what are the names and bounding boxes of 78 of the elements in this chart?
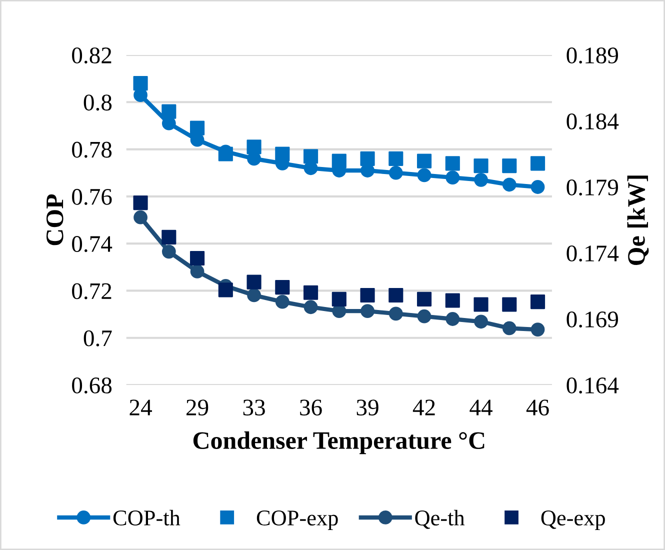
y2-tick-label: 0.184 — [566, 113, 619, 130]
legend-label: Qe-th — [415, 510, 465, 529]
y2-tick-label: 0.189 — [566, 47, 618, 64]
y2-tick-label: 0.169 — [566, 311, 618, 328]
point — [134, 210, 148, 224]
y-tick-label: 0.78 — [72, 142, 112, 158]
point — [162, 244, 176, 259]
y2-axis-title: Qe [kW] — [627, 176, 649, 265]
point — [417, 309, 432, 324]
point — [445, 156, 460, 171]
point — [474, 297, 488, 312]
point — [530, 322, 545, 337]
point — [246, 274, 262, 290]
point — [332, 292, 346, 306]
point — [530, 294, 546, 310]
point — [502, 297, 517, 312]
point — [530, 180, 545, 194]
point — [474, 314, 488, 329]
y-tick-label: 0.76 — [72, 188, 112, 205]
y-tick-label: 0.72 — [72, 283, 112, 300]
point — [388, 166, 403, 180]
y2-tick-label: 0.164 — [566, 377, 619, 394]
point — [303, 149, 318, 164]
point — [416, 292, 432, 306]
point — [474, 158, 488, 174]
y-tick-label: 0.8 — [84, 94, 112, 111]
y-axis-title: COP — [46, 194, 64, 246]
point — [246, 140, 262, 154]
y2-tick-label: 0.174 — [566, 245, 619, 262]
point — [417, 168, 432, 182]
point — [416, 154, 432, 168]
y-tick-label: 0.7 — [84, 330, 112, 346]
point — [446, 170, 460, 185]
point — [332, 154, 346, 168]
point — [360, 304, 374, 318]
point — [162, 104, 176, 119]
legend-label: COP-th — [113, 510, 180, 526]
point — [218, 146, 233, 162]
point — [388, 151, 404, 166]
point — [360, 288, 375, 303]
point — [275, 280, 290, 295]
point — [445, 293, 460, 308]
x-tick-label: 24 — [130, 400, 152, 416]
x-tick-label: 33 — [243, 400, 265, 416]
point — [388, 306, 403, 321]
point — [360, 151, 375, 166]
x-axis-title: Condenser Temperature °C — [193, 431, 484, 454]
x-tick-label: 42 — [412, 400, 435, 416]
x-tick-label: 44 — [470, 400, 492, 416]
point — [190, 120, 205, 136]
y2-tick-label: 0.179 — [566, 179, 618, 196]
x-tick-label: 29 — [186, 400, 208, 416]
x-tick-label: 36 — [300, 400, 322, 416]
x-tick-label: 46 — [526, 400, 549, 416]
point — [502, 178, 516, 192]
point — [133, 76, 148, 91]
y-tick-label: 0.68 — [72, 377, 112, 394]
point — [247, 288, 261, 302]
x-tick-label: 39 — [356, 400, 378, 416]
point — [502, 158, 517, 174]
legend-label: Qe-exp — [541, 510, 605, 530]
point — [133, 196, 148, 210]
point — [388, 288, 404, 303]
y-tick-label: 0.74 — [72, 236, 112, 252]
point — [304, 300, 318, 314]
point — [275, 146, 290, 162]
point — [474, 172, 488, 187]
point — [530, 156, 546, 171]
point — [446, 312, 460, 326]
y-tick-label: 0.82 — [72, 47, 112, 64]
point — [502, 321, 516, 336]
point — [162, 230, 176, 244]
point — [275, 294, 290, 309]
point — [218, 282, 233, 298]
point — [303, 285, 318, 300]
point — [190, 264, 204, 278]
legend-label: COP-exp — [256, 510, 338, 530]
point — [190, 250, 205, 266]
